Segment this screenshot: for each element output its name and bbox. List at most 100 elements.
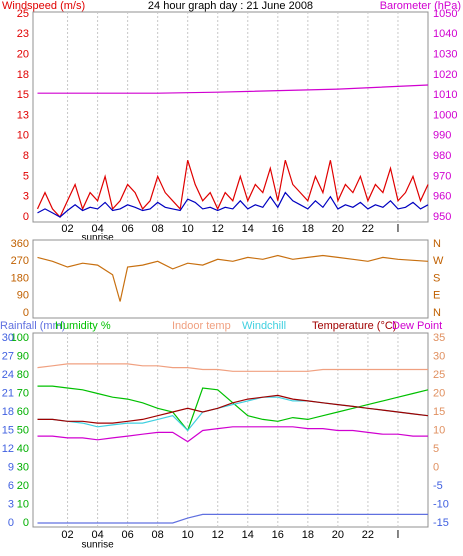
sunrise-label: sunrise bbox=[81, 540, 114, 551]
x-tick-label: 10 bbox=[182, 223, 194, 235]
legend-label: Windchill bbox=[242, 320, 286, 332]
x-tick-label: 08 bbox=[152, 529, 164, 541]
series-line bbox=[37, 191, 429, 218]
y2-tick-label: 990 bbox=[433, 130, 451, 142]
y-tick-label: 0 bbox=[23, 517, 29, 529]
x-tick-label: 16 bbox=[272, 529, 284, 541]
legend-label: Indoor temp bbox=[172, 320, 231, 332]
y-tick-label: 100 bbox=[11, 332, 29, 344]
x-tick-label: 20 bbox=[332, 529, 344, 541]
y-tick-label: 90 bbox=[17, 350, 29, 362]
y3-tick-label: 12 bbox=[2, 443, 14, 455]
y2-tick-label: 1030 bbox=[433, 49, 457, 61]
y-tick-label: 0 bbox=[23, 307, 29, 319]
y-tick-label: 270 bbox=[11, 255, 29, 267]
y-tick-label: 90 bbox=[17, 290, 29, 302]
y-tick-label: 23 bbox=[17, 28, 29, 40]
y3-tick-label: 15 bbox=[2, 424, 14, 436]
y-tick-label: 3 bbox=[23, 191, 29, 203]
y2-tick-label: 970 bbox=[433, 170, 451, 182]
y-tick-label: 60 bbox=[17, 406, 29, 418]
y-tick-label: 8 bbox=[23, 150, 29, 162]
y2-tick-label: 0 bbox=[433, 461, 439, 473]
y2-axis-label: Barometer (hPa) bbox=[380, 0, 461, 12]
y-tick-label: 0 bbox=[23, 211, 29, 223]
y-tick-label: 15 bbox=[17, 89, 29, 101]
x-tick-label: 06 bbox=[121, 529, 133, 541]
legend-label: Humidity % bbox=[55, 320, 111, 332]
y2-tick-label: -15 bbox=[433, 517, 449, 529]
y-tick-label: 360 bbox=[11, 238, 29, 250]
y3-tick-label: 21 bbox=[2, 387, 14, 399]
y-tick-label: 40 bbox=[17, 443, 29, 455]
x-tick-label: 10 bbox=[182, 529, 194, 541]
series-line bbox=[37, 254, 429, 302]
legend-label: Temperature (°C) bbox=[312, 320, 396, 332]
y2-tick-label: 1020 bbox=[433, 69, 457, 81]
series-line bbox=[37, 426, 428, 443]
y2-tick-label: 1010 bbox=[433, 89, 457, 101]
y-tick-label: 10 bbox=[17, 498, 29, 510]
y-tick-label: 50 bbox=[17, 424, 29, 436]
y2-tick-label: N bbox=[433, 238, 441, 250]
x-tick-label: 22 bbox=[362, 529, 374, 541]
y-tick-label: 18 bbox=[17, 69, 29, 81]
sunrise-label: sunrise bbox=[81, 233, 114, 244]
y3-tick-label: 27 bbox=[2, 350, 14, 362]
y-tick-label: 5 bbox=[23, 170, 29, 182]
x-tick-label: l bbox=[397, 223, 399, 235]
series-line bbox=[37, 84, 429, 94]
y2-tick-label: 30 bbox=[433, 350, 445, 362]
y3-tick-label: 6 bbox=[8, 480, 14, 492]
x-tick-label: 06 bbox=[121, 223, 133, 235]
y3-tick-label: 18 bbox=[2, 406, 14, 418]
y-tick-label: 70 bbox=[17, 387, 29, 399]
y-tick-label: 25 bbox=[17, 8, 29, 20]
y3-tick-label: 3 bbox=[8, 498, 14, 510]
x-tick-label: 18 bbox=[302, 529, 314, 541]
y2-tick-label: 10 bbox=[433, 424, 445, 436]
x-tick-label: 12 bbox=[212, 529, 224, 541]
x-tick-label: 04 bbox=[91, 223, 103, 235]
legend-label: Rainfall (mm) bbox=[0, 320, 65, 332]
x-tick-label: 22 bbox=[362, 223, 374, 235]
x-tick-label: 14 bbox=[242, 529, 254, 541]
series-line bbox=[37, 513, 428, 524]
x-tick-label: l bbox=[397, 529, 399, 541]
y2-tick-label: E bbox=[433, 290, 440, 302]
y3-tick-label: 30 bbox=[2, 332, 14, 344]
y2-tick-label: 25 bbox=[433, 369, 445, 381]
plot-frame bbox=[32, 11, 429, 223]
series-line bbox=[36, 160, 429, 219]
legend-label: Dew Point bbox=[392, 320, 442, 332]
y2-tick-label: 15 bbox=[433, 406, 445, 418]
chart-title: 24 hour graph day : 21 June 2008 bbox=[148, 0, 313, 12]
y2-tick-label: 35 bbox=[433, 332, 445, 344]
y2-tick-label: 1000 bbox=[433, 109, 457, 121]
y2-tick-label: 5 bbox=[433, 443, 439, 455]
x-tick-label: 18 bbox=[302, 223, 314, 235]
x-tick-label: 14 bbox=[242, 223, 254, 235]
y2-tick-label: S bbox=[433, 272, 440, 284]
x-tick-label: 02 bbox=[61, 223, 73, 235]
y-tick-label: 80 bbox=[17, 369, 29, 381]
y2-tick-label: N bbox=[433, 307, 441, 319]
plot-frame bbox=[32, 239, 429, 319]
x-tick-label: 08 bbox=[152, 223, 164, 235]
y2-tick-label: 1040 bbox=[433, 28, 457, 40]
series-line bbox=[37, 363, 428, 372]
y2-tick-label: -5 bbox=[433, 480, 443, 492]
plot-frame bbox=[32, 332, 429, 528]
y-tick-label: 30 bbox=[17, 461, 29, 473]
y3-tick-label: 9 bbox=[8, 461, 14, 473]
x-tick-label: 02 bbox=[61, 529, 73, 541]
y2-tick-label: 20 bbox=[433, 387, 445, 399]
y-tick-label: 20 bbox=[17, 480, 29, 492]
y2-tick-label: W bbox=[433, 255, 444, 267]
x-tick-label: 20 bbox=[332, 223, 344, 235]
x-tick-label: 16 bbox=[272, 223, 284, 235]
y2-tick-label: 1050 bbox=[433, 8, 457, 20]
y2-tick-label: 980 bbox=[433, 150, 451, 162]
y2-tick-label: 960 bbox=[433, 191, 451, 203]
